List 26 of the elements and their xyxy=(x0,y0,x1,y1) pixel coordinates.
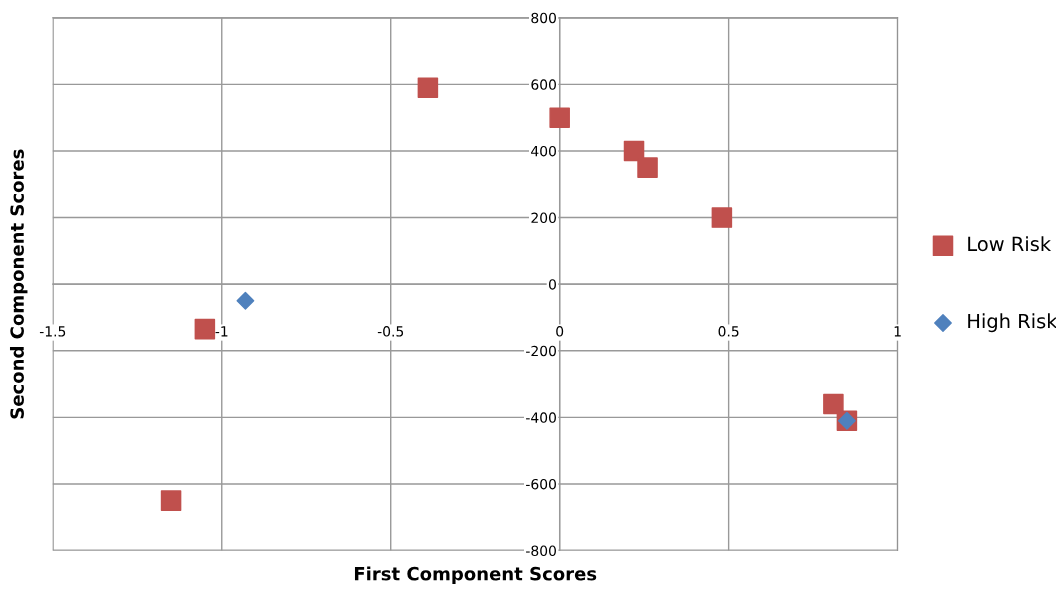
x-tick-label: 0.5 xyxy=(718,326,739,337)
point xyxy=(160,490,182,511)
x-tick-label: 1 xyxy=(894,326,901,337)
point xyxy=(236,291,255,310)
x-tick-label: -0.5 xyxy=(377,326,404,337)
y-axis-title: Second Component Scores xyxy=(9,149,28,419)
y-tick-label: 600 xyxy=(531,79,556,90)
point xyxy=(823,393,844,415)
y-tick-label: 0 xyxy=(548,279,556,290)
x-tick-label: 0 xyxy=(556,326,564,337)
y-tick-label: 400 xyxy=(531,145,556,157)
y-tick-label: 800 xyxy=(531,12,556,24)
y-tick-label: -800 xyxy=(526,545,556,557)
x-tick-label: -1.5 xyxy=(39,326,66,337)
point xyxy=(417,77,439,98)
point xyxy=(549,107,570,128)
point xyxy=(637,157,658,178)
y-tick-label: -400 xyxy=(526,412,556,423)
point xyxy=(194,318,216,340)
point xyxy=(711,207,733,228)
legend-label: Low Risk xyxy=(968,236,1052,252)
x-axis-title: First Component Scores xyxy=(354,566,597,585)
y-tick-label: -200 xyxy=(526,345,556,357)
x-tick-label: -1 xyxy=(215,326,228,337)
y-tick-label: 200 xyxy=(531,212,556,224)
y-tick-label: -600 xyxy=(526,478,556,490)
